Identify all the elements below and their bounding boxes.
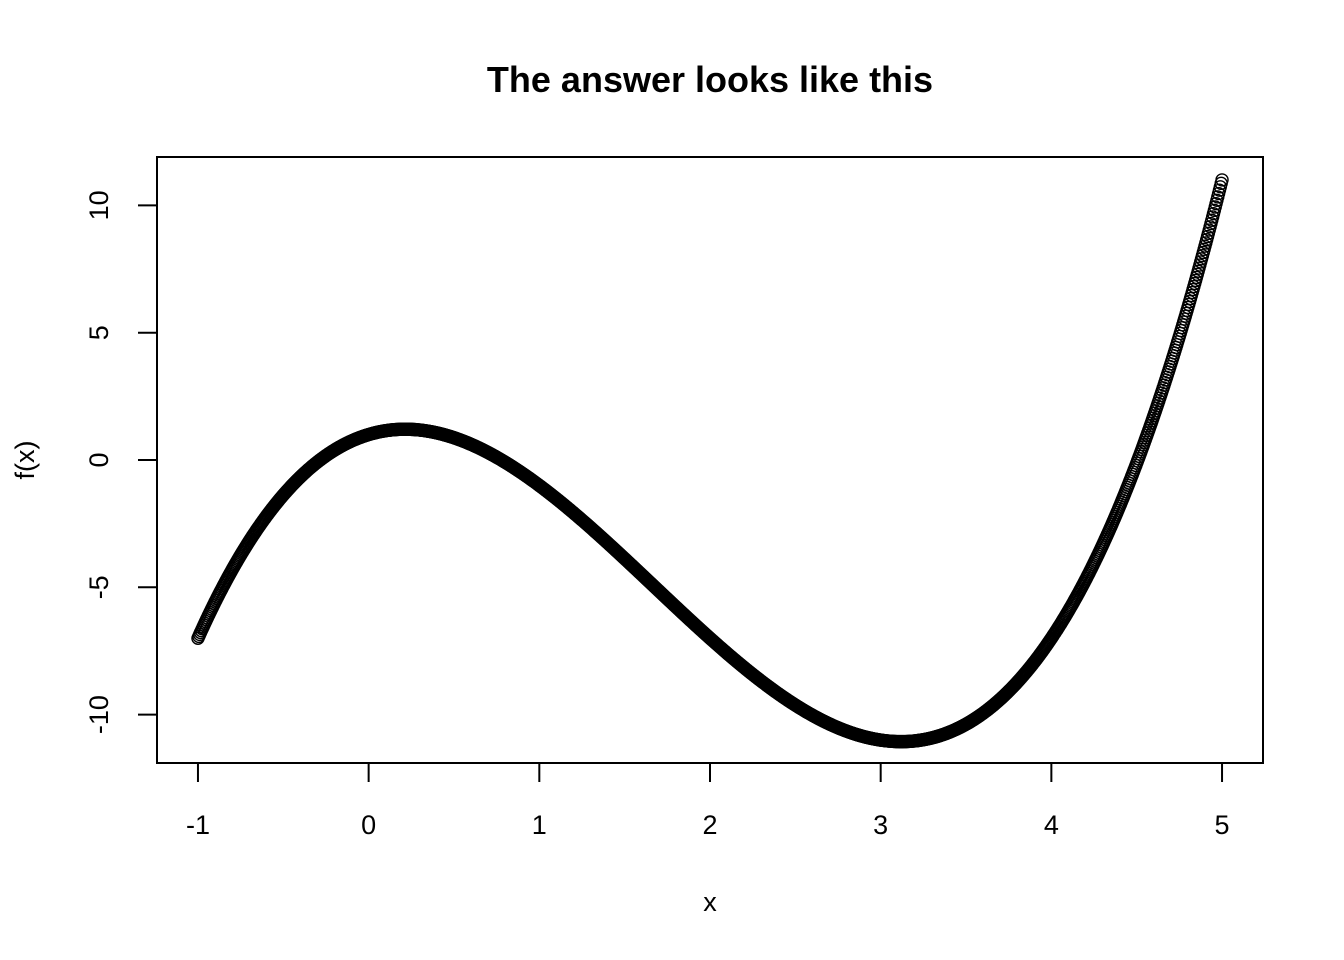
- y-tick-label: -5: [84, 575, 114, 599]
- x-tick-label: 3: [873, 810, 888, 840]
- chart-title: The answer looks like this: [487, 59, 933, 100]
- x-axis: -1 0 1 2 3 4 5: [186, 762, 1230, 840]
- x-tick-label: 2: [702, 810, 717, 840]
- data-points: [191, 173, 1229, 749]
- y-tick-label: 0: [84, 452, 114, 467]
- x-tick-label: 0: [361, 810, 376, 840]
- x-tick-label: 5: [1215, 810, 1230, 840]
- x-tick-label: 4: [1044, 810, 1059, 840]
- y-axis-label: f(x): [10, 441, 40, 480]
- y-tick-label: 10: [84, 190, 114, 220]
- data-point: [1215, 173, 1229, 187]
- x-tick-label: -1: [186, 810, 210, 840]
- y-axis: -10 -5 0 5 10: [84, 190, 158, 734]
- y-tick-label: 5: [84, 325, 114, 340]
- y-tick-label: -10: [84, 695, 114, 734]
- x-axis-label: x: [703, 887, 717, 917]
- x-tick-label: 1: [532, 810, 547, 840]
